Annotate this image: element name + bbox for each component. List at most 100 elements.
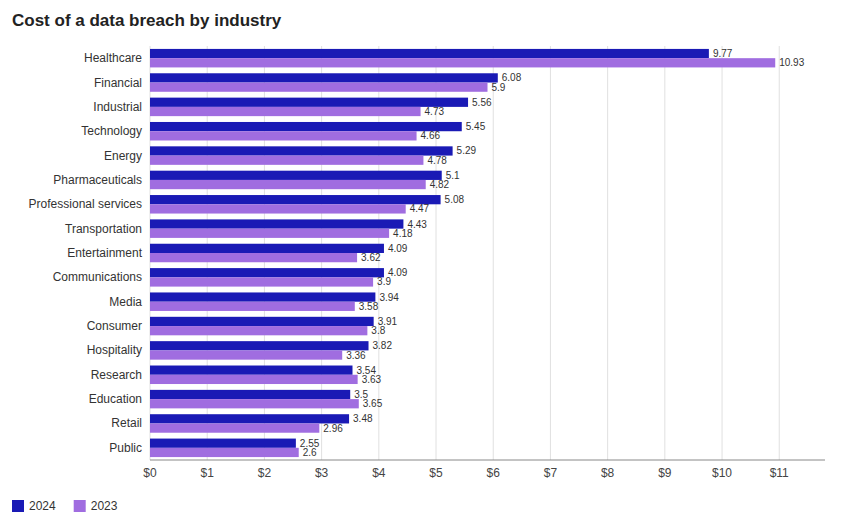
- data-label: 10.93: [779, 57, 804, 68]
- data-label: 3.48: [353, 413, 373, 424]
- bar: [150, 171, 442, 180]
- y-tick-label: Public: [109, 441, 142, 455]
- data-label: 4.47: [410, 203, 430, 214]
- data-label: 3.94: [379, 292, 399, 303]
- data-label: 3.82: [373, 340, 393, 351]
- y-tick-label: Technology: [81, 124, 142, 138]
- bar: [150, 390, 350, 399]
- bar: [150, 326, 367, 335]
- y-tick-label: Transportation: [65, 222, 142, 236]
- bar: [150, 244, 384, 253]
- y-tick-label: Research: [91, 368, 142, 382]
- bar: [150, 219, 403, 228]
- data-label: 2.96: [323, 423, 343, 434]
- legend: 20242023: [12, 499, 118, 513]
- bar: [150, 180, 426, 189]
- bar: [150, 83, 488, 92]
- data-label: 4.09: [388, 243, 408, 254]
- data-label: 9.77: [713, 48, 733, 59]
- bar: [150, 414, 349, 423]
- bar: [150, 448, 299, 457]
- x-tick-label: $6: [487, 466, 501, 480]
- x-tick-label: $4: [372, 466, 386, 480]
- x-tick-label: $0: [143, 466, 157, 480]
- bar: [150, 302, 355, 311]
- bar: [150, 366, 353, 375]
- chart: Cost of a data breach by industry$0$1$2$…: [0, 0, 857, 524]
- data-label: 4.18: [393, 228, 413, 239]
- bar: [150, 277, 373, 286]
- data-label: 5.56: [472, 97, 492, 108]
- data-label: 3.58: [359, 301, 379, 312]
- bar: [150, 156, 423, 165]
- grid-line: [493, 46, 494, 460]
- x-tick-label: $7: [544, 466, 558, 480]
- legend-label: 2023: [91, 499, 118, 513]
- data-label: 3.63: [362, 374, 382, 385]
- y-tick-label: Financial: [94, 76, 142, 90]
- bar: [150, 350, 342, 359]
- data-label: 5.45: [466, 121, 486, 132]
- bar: [150, 229, 389, 238]
- x-tick-label: $10: [712, 466, 732, 480]
- x-axis-line: [150, 460, 825, 461]
- legend-swatch: [74, 500, 86, 512]
- x-tick-label: $3: [315, 466, 329, 480]
- y-tick-label: Media: [109, 295, 142, 309]
- bar: [150, 268, 384, 277]
- bar: [150, 439, 296, 448]
- bar: [150, 341, 369, 350]
- y-tick-label: Retail: [111, 416, 142, 430]
- bar: [150, 131, 417, 140]
- grid-line: [664, 46, 665, 460]
- bar: [150, 122, 462, 131]
- legend-swatch: [12, 500, 24, 512]
- y-tick-label: Healthcare: [84, 51, 142, 65]
- data-label: 4.66: [421, 130, 441, 141]
- grid-line: [607, 46, 608, 460]
- data-label: 3.65: [363, 398, 383, 409]
- x-tick-label: $1: [201, 466, 215, 480]
- bar: [150, 375, 358, 384]
- y-tick-label: Education: [89, 392, 142, 406]
- data-label: 4.73: [425, 106, 445, 117]
- bar: [150, 49, 709, 58]
- y-axis: Healthcare Financial Industrial Technology E…: [29, 51, 143, 455]
- y-tick-label: Energy: [104, 149, 142, 163]
- grid: [150, 46, 779, 460]
- data-labels: 9.776.085.565.455.295.15.084.434.094.093…: [300, 48, 805, 458]
- bar: [150, 317, 374, 326]
- data-label: 3.9: [377, 276, 391, 287]
- bar: [150, 195, 441, 204]
- data-label: 3.36: [346, 350, 366, 361]
- x-tick-label: $11: [770, 466, 789, 480]
- data-label: 5.9: [492, 82, 506, 93]
- data-label: 2.6: [303, 447, 317, 458]
- x-tick-label: $9: [658, 466, 672, 480]
- title: Cost of a data breach by industry: [12, 11, 282, 30]
- x-tick-label: $5: [429, 466, 443, 480]
- data-label: 3.62: [361, 252, 381, 263]
- bar: [150, 146, 453, 155]
- y-tick-label: Consumer: [87, 319, 142, 333]
- page: {"chart_data": { "type": "bar", "orienta…: [0, 0, 857, 524]
- bar: [150, 204, 406, 213]
- y-tick-label: Industrial: [93, 100, 142, 114]
- data-label: 4.82: [430, 179, 450, 190]
- bar: [150, 292, 375, 301]
- data-label: 5.29: [457, 145, 477, 156]
- x-axis: $0 $1 $2 $3 $4 $5 $6 $7 $8 $9 $10 $11: [143, 460, 825, 480]
- bar: [150, 253, 357, 262]
- bars: [150, 49, 775, 457]
- data-label: 3.8: [371, 325, 385, 336]
- y-tick-label: Pharmaceuticals: [53, 173, 142, 187]
- bar: [150, 423, 319, 432]
- x-tick-label: $2: [258, 466, 272, 480]
- x-tick-label: $8: [601, 466, 615, 480]
- grid-line: [722, 46, 723, 460]
- bar: [150, 399, 359, 408]
- bar: [150, 107, 421, 116]
- y-tick-label: Communications: [53, 270, 142, 284]
- bar: [150, 58, 775, 67]
- bar: [150, 73, 498, 82]
